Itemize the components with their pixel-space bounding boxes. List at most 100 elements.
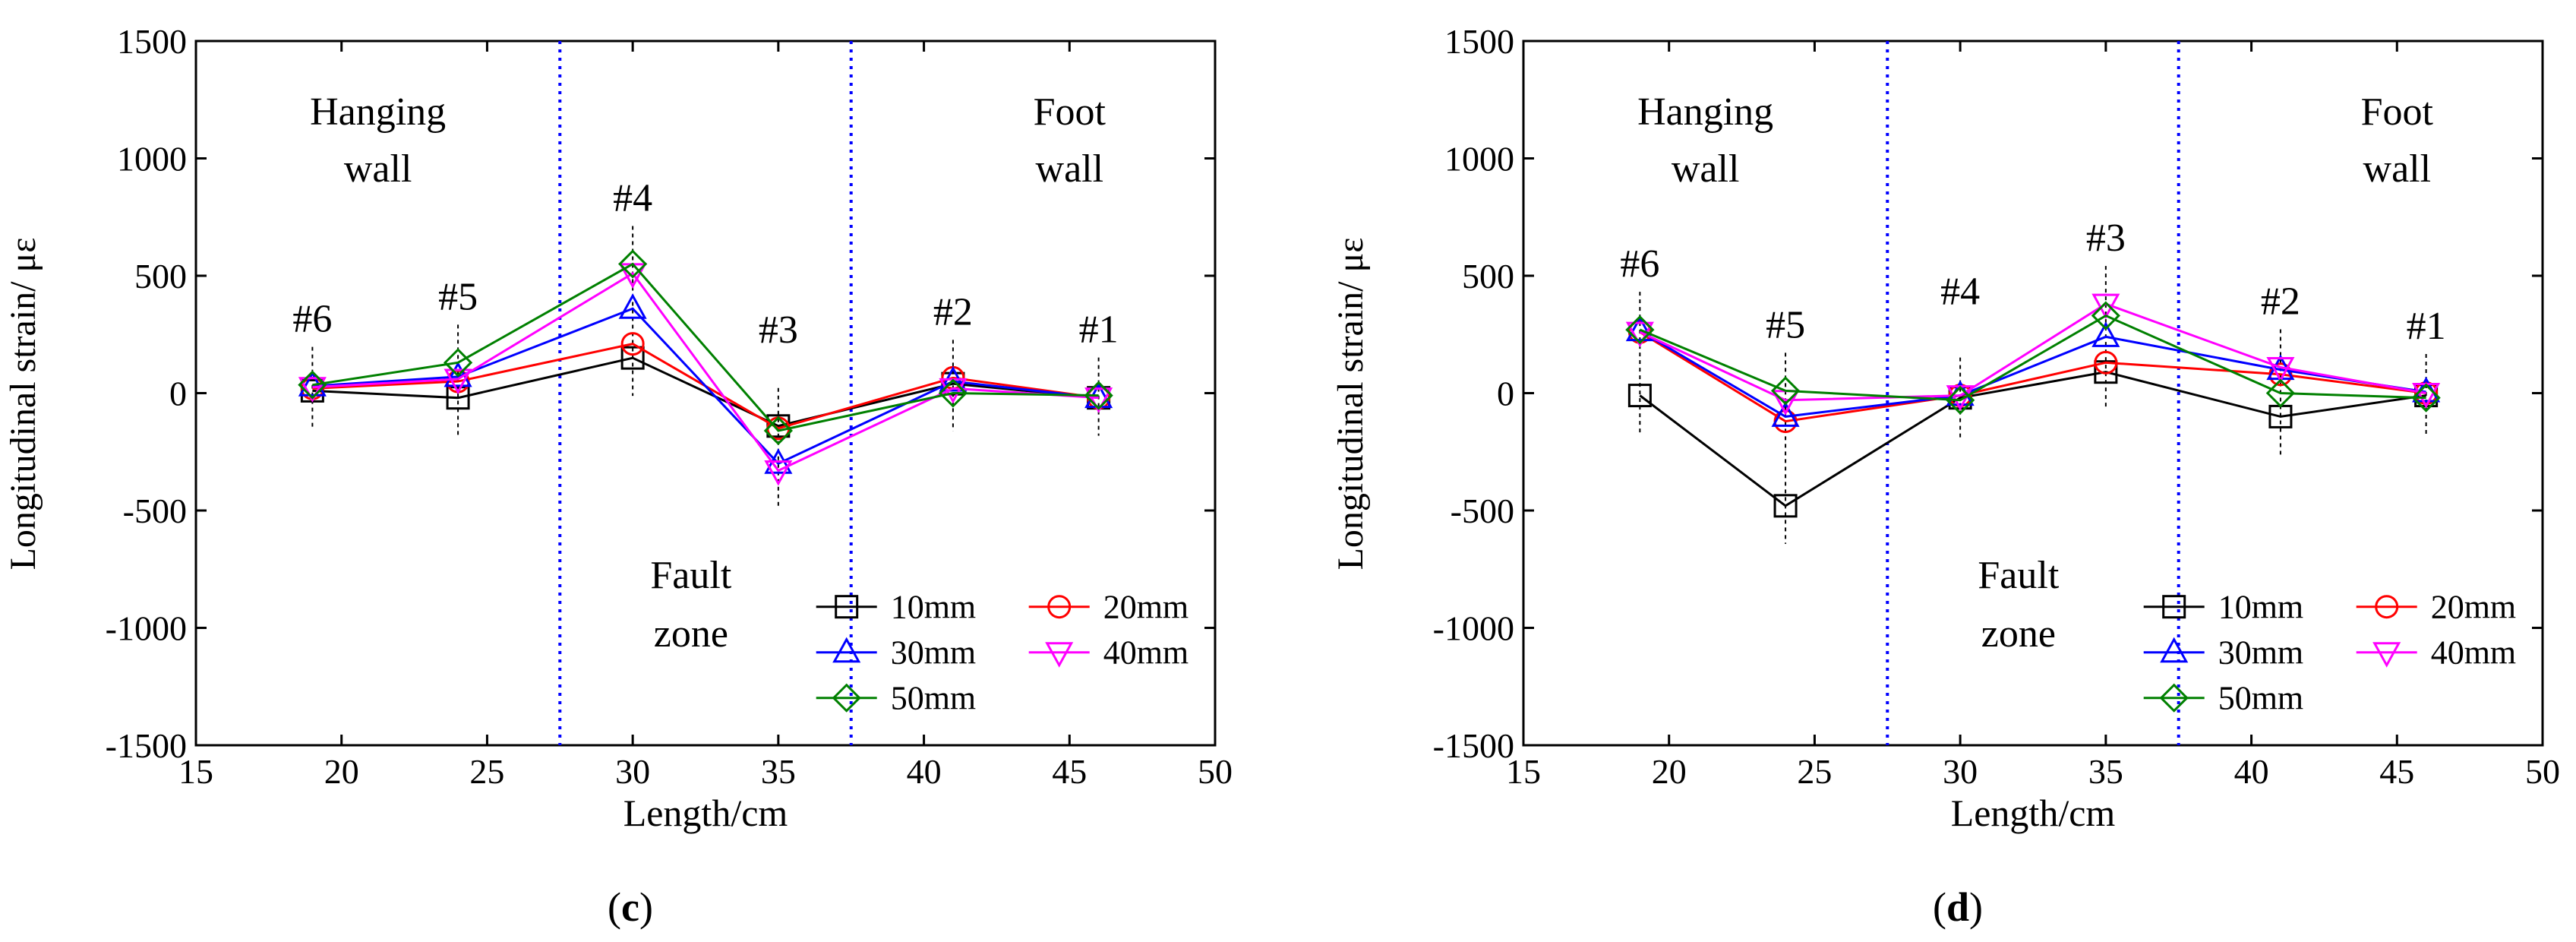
point-label: #2: [2261, 280, 2300, 324]
x-tick-label: 35: [761, 752, 796, 791]
point-label: #1: [1079, 308, 1119, 352]
legend-label-30mm: 30mm: [891, 634, 976, 672]
legend-label-10mm: 10mm: [891, 589, 976, 626]
y-tick-label: 500: [1462, 257, 1514, 296]
data-point-40mm: [1625, 321, 1654, 348]
point-label: #4: [1940, 270, 1980, 314]
data-point-50mm: [1770, 376, 1801, 406]
fault-zone-label: Fault: [1978, 554, 2059, 597]
data-point-10mm: [1627, 384, 1652, 408]
data-point-30mm: [618, 293, 647, 319]
x-tick-label: 50: [1198, 752, 1233, 791]
legend-marker-30mm: [832, 637, 861, 663]
x-axis-label: Length/cm: [623, 792, 788, 834]
chart-panel-d: 15 20 25 30 35 40 45 50 -1500 -1000 -500 0 500 1000 15…: [1331, 22, 2560, 930]
data-point-50mm: [938, 378, 968, 408]
data-point-30mm: [1625, 315, 1654, 342]
x-tick-label: 25: [1797, 752, 1832, 791]
foot-wall-label: wall: [2363, 147, 2432, 191]
x-tick-label: 20: [1652, 752, 1687, 791]
point-label: #4: [613, 177, 652, 220]
x-tick-label: 25: [469, 752, 504, 791]
series-line-20mm: [1639, 330, 2426, 423]
legend-marker-50mm: [832, 683, 861, 713]
data-point-40mm: [2091, 293, 2120, 320]
y-tick-label: -1000: [1433, 609, 1514, 648]
y-tick-label: -500: [1451, 492, 1514, 530]
data-point-40mm: [764, 460, 793, 486]
fault-zone-label: zone: [654, 612, 728, 656]
x-tick-label: 20: [324, 752, 359, 791]
panel-label-letter: d: [1946, 884, 1969, 930]
x-axis-label: Length/cm: [1951, 792, 2116, 834]
series-line-40mm: [312, 271, 1099, 473]
data-point-50mm: [1625, 315, 1655, 345]
point-label: #5: [438, 275, 478, 318]
point-label: #6: [1620, 242, 1659, 286]
legend-label-10mm: 10mm: [2218, 589, 2303, 626]
panel-label: (d): [1933, 884, 1983, 930]
hanging-wall-label: Hanging: [1637, 90, 1773, 134]
x-tick-label: 30: [615, 752, 650, 791]
series-line-30mm: [1639, 330, 2426, 418]
y-tick-label: 500: [134, 257, 187, 296]
data-point-40mm: [1084, 387, 1113, 413]
y-axis-label: Longitudinal strain/ με: [3, 238, 43, 571]
legend-label-20mm: 20mm: [2431, 589, 2516, 626]
y-tick-label: 1500: [117, 22, 187, 61]
series-line-30mm: [312, 307, 1099, 466]
y-tick-label: -1500: [1433, 726, 1514, 765]
point-label: #3: [2086, 217, 2126, 260]
x-tick-label: 45: [1052, 752, 1087, 791]
point-label: #2: [933, 290, 973, 333]
point-label: #5: [1766, 303, 1805, 346]
panel-label-close: ): [639, 884, 653, 930]
x-tick-label: 30: [1943, 752, 1978, 791]
hanging-wall-label: wall: [344, 147, 412, 191]
x-tick-label: 40: [2234, 752, 2269, 791]
data-point-20mm: [620, 332, 645, 356]
hanging-wall-label: Hanging: [310, 90, 446, 134]
panel-label: (c): [608, 884, 653, 930]
y-tick-label: -500: [123, 492, 187, 530]
fault-zone-label: Fault: [650, 554, 731, 597]
y-tick-label: -1500: [106, 726, 187, 765]
legend-label-30mm: 30mm: [2218, 634, 2303, 672]
point-label: #1: [2407, 305, 2446, 348]
x-tick-label: 50: [2525, 752, 2560, 791]
data-point-50mm: [2091, 301, 2120, 330]
data-point-50mm: [2411, 383, 2441, 413]
foot-wall-label: Foot: [1034, 90, 1106, 134]
chart-panel-c: 15 20 25 30 35 40 45 50 -1500 -1000 -500 0 500 1000 15…: [3, 22, 1233, 930]
legend-marker-20mm: [2375, 595, 2399, 619]
y-axis-label: Longitudinal strain/ με: [1331, 238, 1371, 571]
legend-marker-10mm: [835, 595, 859, 619]
data-point-50mm: [1946, 385, 1975, 415]
legend-marker-10mm: [2162, 595, 2186, 619]
x-tick-label: 15: [178, 752, 213, 791]
series-line-40mm: [1639, 302, 2426, 402]
data-point-10mm: [620, 346, 645, 370]
data-point-50mm: [1084, 381, 1113, 410]
legend-marker-50mm: [2159, 683, 2189, 713]
data-point-50mm: [763, 416, 793, 446]
data-point-10mm: [446, 386, 470, 410]
series-line-10mm: [1639, 371, 2426, 507]
data-point-50mm: [618, 249, 648, 279]
data-point-40mm: [2266, 357, 2295, 383]
data-point-50mm: [298, 370, 327, 400]
legend-label-20mm: 20mm: [1103, 589, 1189, 626]
hanging-wall-label: wall: [1672, 147, 1740, 191]
legend-marker-30mm: [2160, 637, 2189, 663]
data-point-30mm: [1771, 401, 1800, 427]
x-tick-label: 35: [2088, 752, 2123, 791]
data-point-40mm: [444, 368, 472, 395]
foot-wall-label: Foot: [2361, 90, 2434, 134]
data-point-50mm: [2265, 378, 2296, 408]
point-label: #6: [292, 298, 332, 341]
data-point-20mm: [2094, 350, 2118, 375]
legend-marker-20mm: [1047, 595, 1072, 619]
data-point-50mm: [443, 348, 473, 378]
legend-label-50mm: 50mm: [2218, 680, 2303, 717]
